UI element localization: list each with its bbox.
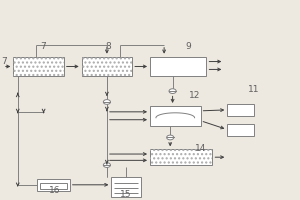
Text: 15: 15 (120, 190, 132, 199)
Text: 8: 8 (105, 42, 111, 51)
Bar (82, 57, 132, 76)
Text: 7: 7 (40, 42, 46, 51)
Bar (227, 104, 254, 116)
Bar (150, 149, 212, 165)
Circle shape (169, 89, 176, 93)
Bar (150, 106, 200, 126)
Circle shape (167, 135, 174, 140)
Text: 7: 7 (2, 57, 7, 66)
Circle shape (103, 163, 110, 167)
Text: 11: 11 (248, 85, 260, 94)
Bar (13, 57, 64, 76)
Text: 9: 9 (186, 42, 191, 51)
Text: 16: 16 (49, 186, 60, 195)
Bar (150, 57, 206, 76)
Bar (227, 124, 254, 136)
Bar (111, 177, 141, 197)
Circle shape (103, 100, 110, 104)
Bar (82, 57, 132, 76)
Text: 14: 14 (195, 144, 206, 153)
Bar (37, 179, 70, 191)
Bar (150, 149, 212, 165)
Text: 12: 12 (189, 91, 200, 100)
Bar (40, 183, 67, 189)
Bar (13, 57, 64, 76)
